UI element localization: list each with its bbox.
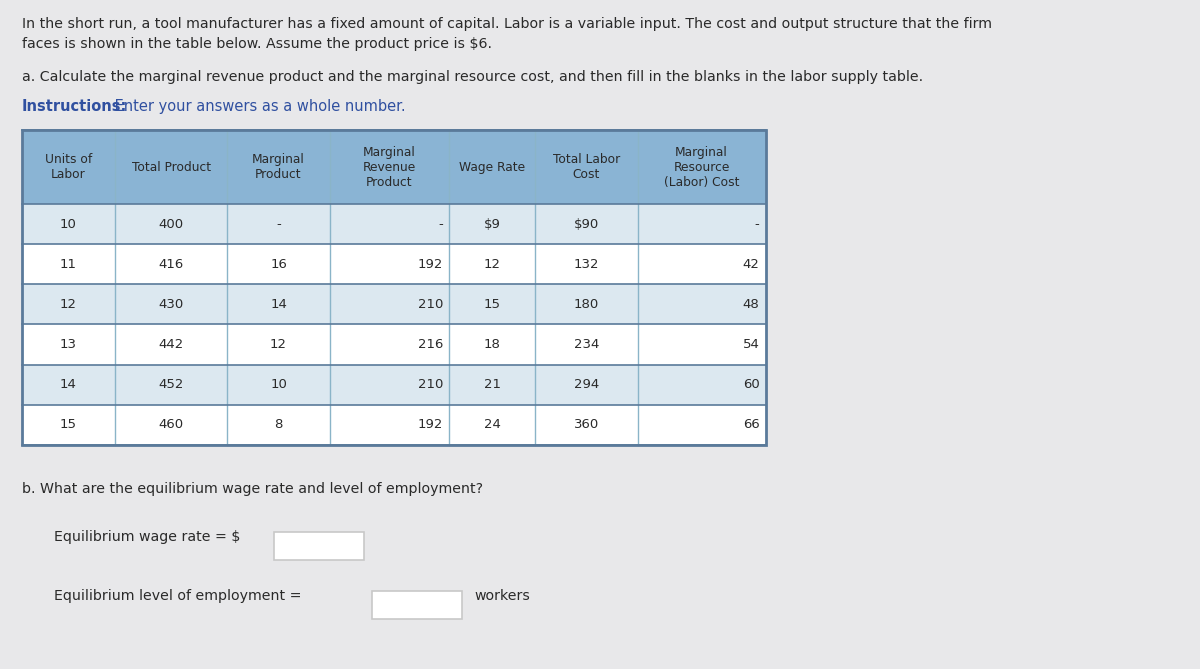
Text: $9: $9 <box>484 217 500 231</box>
Text: b. What are the equilibrium wage rate and level of employment?: b. What are the equilibrium wage rate an… <box>22 482 482 496</box>
Text: 192: 192 <box>418 418 443 432</box>
Text: workers: workers <box>474 589 530 603</box>
Text: 180: 180 <box>574 298 599 311</box>
Text: 66: 66 <box>743 418 760 432</box>
Text: 42: 42 <box>743 258 760 271</box>
Text: 210: 210 <box>418 298 443 311</box>
Text: Units of
Labor: Units of Labor <box>44 153 92 181</box>
Text: 12: 12 <box>270 338 287 351</box>
Text: 14: 14 <box>270 298 287 311</box>
Text: 14: 14 <box>60 378 77 391</box>
Text: 460: 460 <box>158 418 184 432</box>
Text: 132: 132 <box>574 258 599 271</box>
Text: 60: 60 <box>743 378 760 391</box>
Text: Instructions:: Instructions: <box>22 99 127 114</box>
Text: Equilibrium wage rate = $: Equilibrium wage rate = $ <box>54 530 240 544</box>
Text: -: - <box>438 217 443 231</box>
Text: 216: 216 <box>418 338 443 351</box>
Text: 15: 15 <box>60 418 77 432</box>
Text: 192: 192 <box>418 258 443 271</box>
Text: 294: 294 <box>574 378 599 391</box>
Text: 10: 10 <box>270 378 287 391</box>
Text: 8: 8 <box>275 418 283 432</box>
Text: 18: 18 <box>484 338 500 351</box>
Text: 24: 24 <box>484 418 500 432</box>
Text: 54: 54 <box>743 338 760 351</box>
Text: faces is shown in the table below. Assume the product price is $6.: faces is shown in the table below. Assum… <box>22 37 492 51</box>
Text: Marginal
Revenue
Product: Marginal Revenue Product <box>362 146 416 189</box>
Text: 210: 210 <box>418 378 443 391</box>
Text: Total Labor
Cost: Total Labor Cost <box>553 153 620 181</box>
Text: Equilibrium level of employment =: Equilibrium level of employment = <box>54 589 301 603</box>
Text: $90: $90 <box>574 217 599 231</box>
Text: 12: 12 <box>60 298 77 311</box>
Text: Wage Rate: Wage Rate <box>460 161 526 174</box>
Text: 15: 15 <box>484 298 500 311</box>
Text: a. Calculate the marginal revenue product and the marginal resource cost, and th: a. Calculate the marginal revenue produc… <box>22 70 923 84</box>
Text: 48: 48 <box>743 298 760 311</box>
Text: Enter your answers as a whole number.: Enter your answers as a whole number. <box>110 99 406 114</box>
Text: 442: 442 <box>158 338 184 351</box>
Text: 13: 13 <box>60 338 77 351</box>
Text: 452: 452 <box>158 378 184 391</box>
Text: 12: 12 <box>484 258 500 271</box>
Text: 10: 10 <box>60 217 77 231</box>
Text: Marginal
Product: Marginal Product <box>252 153 305 181</box>
Text: Total Product: Total Product <box>132 161 211 174</box>
Text: 416: 416 <box>158 258 184 271</box>
Text: 21: 21 <box>484 378 500 391</box>
Text: 430: 430 <box>158 298 184 311</box>
Text: 234: 234 <box>574 338 599 351</box>
Text: In the short run, a tool manufacturer has a fixed amount of capital. Labor is a : In the short run, a tool manufacturer ha… <box>22 17 991 31</box>
Text: -: - <box>755 217 760 231</box>
Text: -: - <box>276 217 281 231</box>
Text: 16: 16 <box>270 258 287 271</box>
Text: Marginal
Resource
(Labor) Cost: Marginal Resource (Labor) Cost <box>664 146 739 189</box>
Text: 11: 11 <box>60 258 77 271</box>
Text: 360: 360 <box>574 418 599 432</box>
Text: 400: 400 <box>158 217 184 231</box>
